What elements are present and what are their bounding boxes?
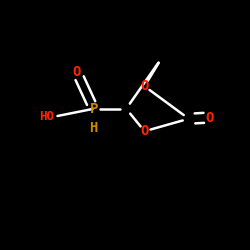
Text: O: O: [206, 110, 214, 124]
Text: O: O: [140, 124, 149, 138]
Text: O: O: [73, 66, 81, 80]
Text: P: P: [90, 102, 98, 116]
Text: O: O: [140, 79, 149, 93]
Text: HO: HO: [39, 110, 54, 123]
Text: H: H: [90, 120, 98, 134]
